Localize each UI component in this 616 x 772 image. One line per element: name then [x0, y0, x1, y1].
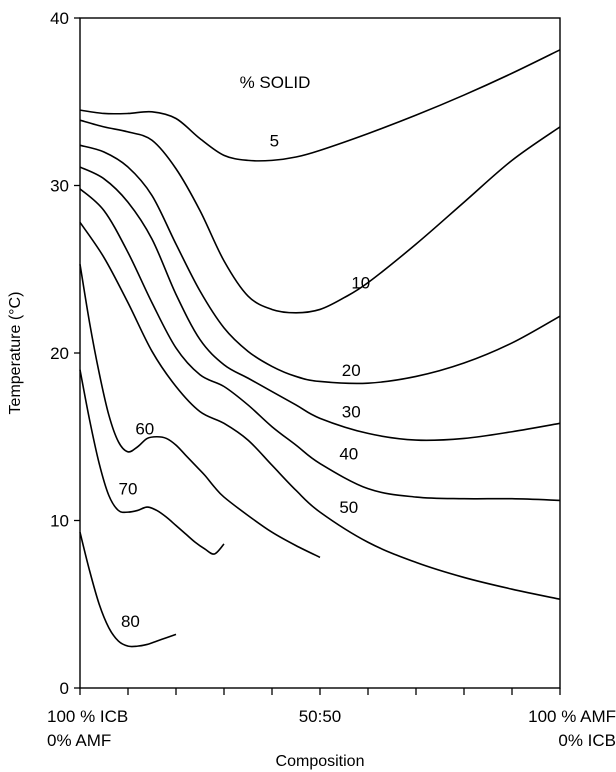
- curve-label-5: 5: [270, 131, 279, 150]
- x-tick-label-line2: 0% ICB: [558, 731, 616, 750]
- curve-label-30: 30: [342, 403, 361, 422]
- curve-label-60: 60: [135, 419, 154, 438]
- curve-label-80: 80: [121, 612, 140, 631]
- y-axis-label: Temperature (°C): [7, 292, 24, 415]
- annotation-solid: % SOLID: [240, 73, 311, 92]
- curve-70: [79, 369, 225, 555]
- curve-label-70: 70: [119, 480, 138, 499]
- curve-40: [79, 188, 561, 502]
- curve-10: [79, 119, 561, 314]
- y-tick-label: 0: [60, 679, 69, 698]
- y-tick-label: 10: [50, 512, 69, 531]
- y-tick-label: 20: [50, 344, 69, 363]
- curve-label-50: 50: [339, 498, 358, 517]
- axes: 0 10 20 30 40 100 % ICB 0% AMF 50:50 100 % AMF 0%…: [47, 9, 616, 750]
- curves: [79, 49, 561, 648]
- curve-80: [79, 532, 177, 648]
- x-tick-label: 50:50: [299, 707, 342, 726]
- y-tick-label: 40: [50, 9, 69, 28]
- y-tick-label: 30: [50, 177, 69, 196]
- curve-30: [79, 166, 561, 442]
- x-tick-label: 100 % AMF: [528, 707, 616, 726]
- curve-20: [79, 144, 561, 385]
- curve-label-40: 40: [339, 445, 358, 464]
- curve-5: [79, 49, 561, 162]
- curve-label-10: 10: [351, 274, 370, 293]
- x-tick-label: 100 % ICB: [47, 707, 128, 726]
- curve-60: [79, 264, 321, 559]
- curve-50: [79, 221, 561, 601]
- curve-label-20: 20: [342, 361, 361, 380]
- x-axis-label: Composition: [276, 753, 365, 770]
- x-tick-label-line2: 0% AMF: [47, 731, 111, 750]
- curve-labels: 5 10 20 30 40 50 60 70 80: [119, 131, 371, 631]
